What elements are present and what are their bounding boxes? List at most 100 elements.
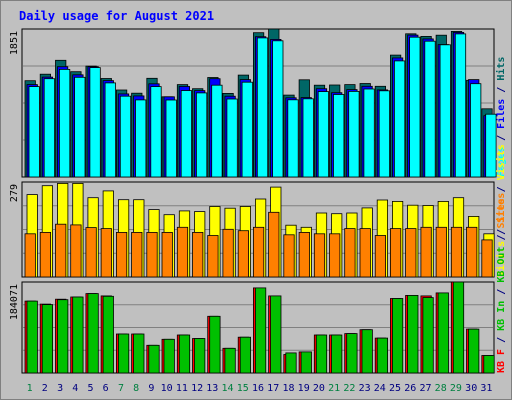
- sites-bar: [192, 231, 204, 278]
- kb-out-bar: [270, 295, 282, 374]
- kb-out-bar: [148, 344, 160, 374]
- pages-bar: [150, 86, 162, 178]
- kb-out-bar: [133, 333, 145, 374]
- sites-bar: [359, 228, 371, 278]
- sites-bar: [420, 226, 432, 278]
- legend-entry: KB Out: [496, 247, 507, 283]
- sites-bar: [405, 228, 417, 278]
- kb-out-bar: [87, 293, 99, 374]
- pages-bar: [348, 91, 360, 178]
- x-tick-label: 20: [313, 383, 325, 394]
- x-tick-label: 1: [27, 383, 33, 394]
- legend-entry: Sites: [495, 198, 507, 228]
- x-tick-label: 27: [419, 383, 431, 394]
- sites-bar: [176, 226, 189, 278]
- kb-out-bar: [72, 296, 84, 374]
- pages-bar: [302, 98, 314, 178]
- x-tick-label: 5: [87, 383, 93, 394]
- pages-bar: [424, 40, 436, 178]
- sites-bar: [450, 226, 463, 278]
- x-tick-label: 11: [176, 383, 188, 394]
- pages-bar: [470, 83, 482, 178]
- pages-bar: [28, 86, 40, 178]
- legend-entry: Visits: [495, 144, 507, 180]
- pages-bar: [454, 33, 467, 178]
- kb-out-bar: [194, 338, 206, 374]
- kb-out-bar: [285, 352, 297, 374]
- sites-bar: [329, 233, 341, 278]
- y-max-label: 279: [9, 184, 20, 202]
- x-tick-label: 31: [480, 383, 492, 394]
- sites-bar: [131, 231, 143, 278]
- x-tick-label: 17: [267, 383, 279, 394]
- x-tick-label: 22: [343, 383, 355, 394]
- kb-out-bar: [331, 334, 343, 374]
- pages-bar: [378, 90, 391, 178]
- kb-out-bar: [346, 333, 358, 374]
- sites-bar: [298, 231, 310, 278]
- x-tick-label: 8: [133, 383, 139, 394]
- legend-entry: /: [496, 180, 507, 198]
- legend-entry: /: [496, 81, 507, 99]
- pages-bar: [195, 92, 208, 178]
- sites-bar: [268, 211, 280, 278]
- x-tick-label: 12: [191, 383, 203, 394]
- pages-bar: [43, 78, 56, 178]
- x-tick-label: 18: [282, 383, 294, 394]
- sites-bar: [237, 230, 249, 278]
- sites-bar: [481, 239, 493, 278]
- sites-bar: [283, 234, 295, 278]
- pages-bar: [485, 113, 497, 178]
- kb-out-bar: [118, 333, 130, 374]
- kb-out-bar: [209, 315, 221, 374]
- pages-bar: [74, 76, 86, 178]
- panel-2: 279 Visits / Sites: [9, 181, 507, 278]
- kb-out-bar: [483, 355, 495, 374]
- pages-bar: [363, 88, 375, 178]
- sites-bar: [146, 231, 158, 278]
- kb-out-bar: [57, 299, 69, 374]
- legend-entry: Visits: [495, 241, 507, 277]
- sites-bar: [207, 235, 219, 278]
- pages-bar: [104, 82, 116, 178]
- x-tick-label: 19: [298, 383, 310, 394]
- pages-bar: [226, 98, 238, 178]
- legend: Pages / Files / Hits: [495, 57, 507, 177]
- kb-out-bar: [422, 297, 434, 374]
- pages-bar: [165, 99, 177, 178]
- legend-entry: /: [496, 283, 507, 301]
- legend-entry: /: [496, 228, 507, 246]
- pages-bar: [393, 60, 406, 178]
- sites-bar: [252, 226, 265, 278]
- sites-bar: [70, 224, 82, 278]
- x-tick-label: 14: [221, 383, 233, 394]
- kb-out-bar: [468, 328, 480, 374]
- sites-bar: [435, 226, 447, 278]
- sites-bar: [344, 228, 356, 278]
- sites-bar: [313, 233, 326, 278]
- sites-bar: [55, 223, 67, 278]
- x-tick-label: 26: [404, 383, 416, 394]
- pages-bar: [272, 40, 284, 178]
- sites-bar: [100, 228, 112, 278]
- x-tick-label: 21: [328, 383, 340, 394]
- legend: KB F / KB In / KB Out / Sites / Visits: [495, 144, 507, 373]
- sites-bar: [85, 227, 97, 278]
- pages-bar: [119, 95, 132, 178]
- x-tick-label: 7: [118, 383, 124, 394]
- legend-entry: Hits: [495, 57, 507, 81]
- kb-out-bar: [391, 298, 404, 374]
- x-tick-label: 16: [252, 383, 264, 394]
- kb-out-bar: [437, 292, 449, 374]
- x-tick-label: 6: [103, 383, 109, 394]
- x-tick-label: 23: [359, 383, 371, 394]
- legend-entry: /: [496, 223, 507, 241]
- panel-1: 1851 Pages / Files / Hits: [9, 28, 507, 178]
- x-tick-label: 30: [465, 383, 477, 394]
- x-tick-label: 4: [72, 383, 78, 394]
- kb-out-bar: [407, 294, 419, 374]
- pages-bar: [89, 67, 101, 178]
- kb-out-bar: [376, 337, 389, 374]
